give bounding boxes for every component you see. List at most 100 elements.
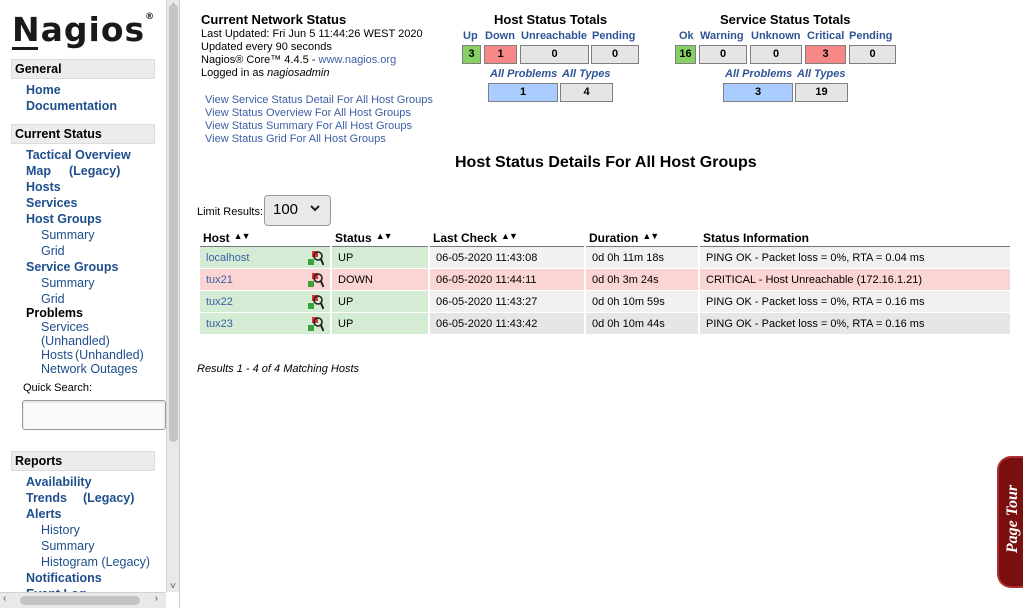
service-totals-critical-count[interactable]: 3 — [805, 45, 846, 64]
service-totals-ok-count[interactable]: 16 — [675, 45, 696, 64]
host-all-types-count[interactable]: 4 — [560, 83, 613, 102]
host-totals-label-down[interactable]: Down — [485, 30, 515, 42]
nav-host-groups-grid[interactable]: Grid — [41, 244, 65, 258]
scroll-right-icon[interactable]: › — [154, 593, 158, 604]
link-status-summary[interactable]: View Status Summary For All Host Groups — [205, 120, 413, 132]
sort-arrows-icon[interactable]: ▲▼ — [501, 231, 518, 241]
duration-cell: 0d 0h 11m 18s — [586, 247, 698, 269]
col-last-check-label: Last Check — [433, 231, 498, 245]
nagios-logo[interactable]: Nagios® — [12, 10, 154, 50]
nav-notifications[interactable]: Notifications — [26, 571, 102, 585]
limit-results-select[interactable]: 100 — [264, 195, 331, 226]
scroll-down-icon[interactable]: ˅ — [170, 581, 176, 592]
service-all-problems-count[interactable]: 3 — [723, 83, 793, 102]
nav-alerts-summary[interactable]: Summary — [41, 539, 95, 553]
nav-tactical-overview[interactable]: Tactical Overview — [26, 148, 131, 162]
nav-problems-hosts[interactable]: Hosts — [41, 348, 73, 362]
service-totals-label-warning[interactable]: Warning — [700, 30, 744, 42]
nav-home[interactable]: Home — [26, 83, 61, 97]
service-all-types-count[interactable]: 19 — [795, 83, 848, 102]
quick-search-label: Quick Search: — [23, 382, 93, 394]
sidebar-hscroll-thumb[interactable] — [20, 596, 140, 605]
nav-map[interactable]: Map — [26, 164, 51, 178]
scroll-left-icon[interactable]: ‹ — [3, 593, 7, 604]
service-totals-label-critical[interactable]: Critical — [807, 30, 845, 42]
version-line: Nagios® Core™ 4.4.5 - www.nagios.org — [201, 54, 396, 66]
sort-arrows-icon[interactable]: ▲▼ — [233, 231, 251, 241]
nav-services[interactable]: Services — [26, 196, 78, 210]
sidebar-horizontal-scrollbar[interactable]: ‹ › — [0, 592, 166, 608]
host-totals-label-up[interactable]: Up — [463, 30, 478, 42]
nav-availability[interactable]: Availability — [26, 475, 92, 489]
quick-search-input[interactable] — [22, 400, 166, 430]
host-status-magnifier-icon[interactable] — [308, 316, 324, 332]
nav-documentation[interactable]: Documentation — [26, 99, 117, 113]
nav-service-groups[interactable]: Service Groups — [26, 260, 119, 274]
link-status-overview[interactable]: View Status Overview For All Host Groups — [205, 107, 411, 119]
nav-host-groups-summary[interactable]: Summary — [41, 228, 95, 242]
service-totals-label-ok[interactable]: Ok — [679, 30, 694, 42]
nav-problems-services-unhandled[interactable]: (Unhandled) — [41, 334, 110, 348]
service-all-types-label[interactable]: All Types — [797, 68, 846, 80]
status-info-cell: PING OK - Packet loss = 0%, RTA = 0.16 m… — [700, 291, 1010, 313]
host-status-magnifier-icon[interactable] — [308, 272, 324, 288]
nav-service-groups-grid[interactable]: Grid — [41, 292, 65, 306]
col-header-status-info: Status Information — [700, 229, 1010, 247]
host-totals-up-count[interactable]: 3 — [462, 45, 481, 64]
link-service-status-detail[interactable]: View Service Status Detail For All Host … — [205, 94, 433, 106]
nav-trends[interactable]: Trends — [26, 491, 67, 505]
status-info-cell: PING OK - Packet loss = 0%, RTA = 0.04 m… — [700, 247, 1010, 269]
host-link[interactable]: tux21 — [206, 273, 233, 286]
service-totals-label-unknown[interactable]: Unknown — [751, 30, 801, 42]
link-status-grid[interactable]: View Status Grid For All Host Groups — [205, 133, 386, 145]
status-cell: DOWN — [332, 269, 428, 291]
nav-problems-services[interactable]: Services — [41, 320, 89, 334]
host-all-problems-count[interactable]: 1 — [488, 83, 558, 102]
nav-alerts[interactable]: Alerts — [26, 507, 62, 521]
host-totals-label-pending[interactable]: Pending — [592, 30, 636, 42]
update-interval: Updated every 90 seconds — [201, 41, 332, 53]
host-status-table: Host ▲▼ Status ▲▼ Last Check ▲▼ Duration ▲▼ … — [198, 229, 1012, 335]
host-totals-unreachable-count[interactable]: 0 — [520, 45, 589, 64]
host-all-types-label[interactable]: All Types — [562, 68, 611, 80]
nav-alerts-history[interactable]: History — [41, 523, 80, 537]
nagios-website-link[interactable]: www.nagios.org — [318, 54, 397, 66]
service-totals-unknown-count[interactable]: 0 — [750, 45, 802, 64]
nav-alerts-histogram[interactable]: Histogram (Legacy) — [41, 555, 151, 569]
nav-network-outages[interactable]: Network Outages — [41, 362, 138, 376]
service-totals-label-pending[interactable]: Pending — [849, 30, 893, 42]
logo-text: Nagios — [12, 10, 146, 49]
service-totals-warning-count[interactable]: 0 — [699, 45, 747, 64]
sidebar-vscroll-thumb[interactable] — [169, 4, 178, 442]
host-details-title: Host Status Details For All Host Groups — [455, 154, 757, 171]
host-totals-down-count[interactable]: 1 — [484, 45, 517, 64]
nav-problems-hosts-unhandled[interactable]: (Unhandled) — [75, 348, 144, 362]
nav-host-groups[interactable]: Host Groups — [26, 212, 102, 226]
service-totals-title: Service Status Totals — [720, 12, 851, 27]
nav-trends-legacy[interactable]: (Legacy) — [83, 491, 135, 505]
logged-in-text: Logged in as — [201, 67, 268, 79]
table-row: tux21 DOWN 06-05-2020 11:44:11 0d 0h 3m … — [200, 269, 1010, 291]
service-all-problems-label[interactable]: All Problems — [725, 68, 793, 80]
limit-results-label: Limit Results: — [197, 206, 264, 218]
host-link[interactable]: localhost — [206, 251, 250, 264]
host-link[interactable]: tux22 — [206, 295, 233, 308]
version-text: Nagios® Core™ 4.4.5 - — [201, 54, 319, 66]
host-totals-pending-count[interactable]: 0 — [591, 45, 639, 64]
sort-arrows-icon[interactable]: ▲▼ — [375, 231, 393, 241]
host-link[interactable]: tux23 — [206, 317, 233, 330]
nav-service-groups-summary[interactable]: Summary — [41, 276, 95, 290]
page-tour-button[interactable]: Page Tour — [997, 456, 1023, 588]
chevron-down-icon — [309, 202, 321, 217]
service-totals-pending-count[interactable]: 0 — [849, 45, 896, 64]
nav-hosts[interactable]: Hosts — [26, 180, 61, 194]
nav-map-legacy[interactable]: (Legacy) — [69, 164, 121, 178]
host-status-magnifier-icon[interactable] — [308, 250, 324, 266]
sidebar-vertical-scrollbar[interactable]: ▲ ˅ — [166, 0, 179, 592]
host-status-magnifier-icon[interactable] — [308, 294, 324, 310]
sort-arrows-icon[interactable]: ▲▼ — [642, 231, 659, 241]
last-updated: Last Updated: Fri Jun 5 11:44:26 WEST 20… — [201, 28, 423, 40]
host-totals-label-unreachable[interactable]: Unreachable — [521, 30, 588, 42]
host-all-problems-label[interactable]: All Problems — [490, 68, 558, 80]
host-cell: localhost — [200, 247, 330, 269]
